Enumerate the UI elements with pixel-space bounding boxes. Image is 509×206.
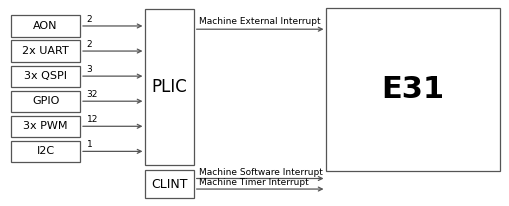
Text: AON: AON xyxy=(33,21,58,31)
FancyBboxPatch shape xyxy=(11,116,80,137)
Text: E31: E31 xyxy=(381,75,444,104)
Text: Machine External Interrupt: Machine External Interrupt xyxy=(199,17,320,26)
Text: CLINT: CLINT xyxy=(151,178,187,191)
Text: 3x QSPI: 3x QSPI xyxy=(24,71,67,81)
Text: 32: 32 xyxy=(87,90,98,99)
Text: PLIC: PLIC xyxy=(151,78,187,96)
FancyBboxPatch shape xyxy=(145,170,193,198)
Text: 2x UART: 2x UART xyxy=(22,46,69,56)
Text: 2: 2 xyxy=(87,40,92,49)
Text: I2C: I2C xyxy=(37,146,54,156)
FancyBboxPatch shape xyxy=(11,66,80,87)
Text: Machine Timer Interrupt: Machine Timer Interrupt xyxy=(199,178,308,187)
FancyBboxPatch shape xyxy=(145,9,193,165)
FancyBboxPatch shape xyxy=(11,41,80,62)
FancyBboxPatch shape xyxy=(11,141,80,162)
FancyBboxPatch shape xyxy=(11,15,80,36)
FancyBboxPatch shape xyxy=(11,91,80,112)
Text: 12: 12 xyxy=(87,115,98,124)
Text: 3x PWM: 3x PWM xyxy=(23,121,68,131)
Text: Machine Software Interrupt: Machine Software Interrupt xyxy=(199,168,322,177)
Text: GPIO: GPIO xyxy=(32,96,59,106)
Text: 2: 2 xyxy=(87,15,92,24)
Text: 3: 3 xyxy=(87,65,92,74)
Text: 1: 1 xyxy=(87,140,92,149)
FancyBboxPatch shape xyxy=(326,8,499,171)
